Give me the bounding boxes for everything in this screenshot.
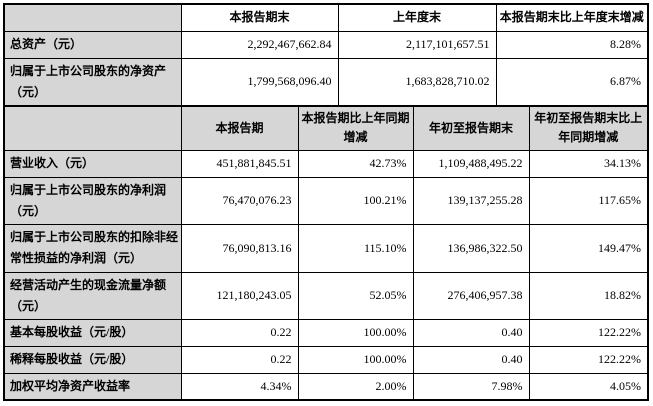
- value-cell: 0.22: [180, 318, 299, 347]
- table-row-diluted-eps: 稀释每股收益（元/股） 0.22 100.00% 0.40 122.22%: [3, 345, 649, 374]
- value-cell: 149.47%: [528, 223, 649, 273]
- row-label: 营业收入（元）: [3, 149, 182, 178]
- header-row: 本报告期 本报告期比上年同期增减 年初至报告期末 年初至报告期末比上年同期增减: [3, 105, 649, 151]
- value-cell: 121,180,243.05: [180, 271, 299, 320]
- row-label: 经营活动产生的现金流量净额（元）: [3, 271, 182, 320]
- value-cell: 0.40: [412, 318, 530, 347]
- value-cell: 76,470,076.23: [180, 176, 299, 225]
- value-cell: 2,117,101,657.51: [337, 30, 497, 59]
- value-cell: 451,881,845.51: [180, 149, 299, 178]
- column-header-change-vs-prior-year-end: 本报告期末比上年度末增减: [495, 3, 649, 32]
- table-row-operating-revenue: 营业收入（元） 451,881,845.51 42.73% 1,109,488,…: [3, 149, 649, 178]
- balance-summary-table: 本报告期末 上年度末 本报告期末比上年度末增减 总资产（元） 2,292,467…: [3, 3, 649, 106]
- table-row-net-profit: 归属于上市公司股东的净利润（元） 76,470,076.23 100.21% 1…: [3, 176, 649, 225]
- value-cell: 18.82%: [528, 271, 649, 320]
- row-label: 归属于上市公司股东的净资产（元）: [3, 57, 182, 106]
- corner-cell: [3, 3, 182, 32]
- header-row: 本报告期末 上年度末 本报告期末比上年度末增减: [3, 3, 649, 32]
- column-header-current-period-end: 本报告期末: [180, 3, 339, 32]
- row-label: 归属于上市公司股东的净利润（元）: [3, 176, 182, 225]
- value-cell: 122.22%: [528, 318, 649, 347]
- value-cell: 7.98%: [412, 372, 530, 401]
- value-cell: 117.65%: [528, 176, 649, 225]
- value-cell: 0.40: [412, 345, 530, 374]
- corner-cell: [3, 105, 182, 151]
- column-header-ytd: 年初至报告期末: [412, 105, 530, 151]
- value-cell: 115.10%: [297, 223, 414, 273]
- value-cell: 4.34%: [180, 372, 299, 401]
- value-cell: 1,683,828,710.02: [337, 57, 497, 106]
- column-header-prior-year-end: 上年度末: [337, 3, 497, 32]
- table-row-operating-cash-flow: 经营活动产生的现金流量净额（元） 121,180,243.05 52.05% 2…: [3, 271, 649, 320]
- value-cell: 6.87%: [495, 57, 649, 106]
- table-row-weighted-avg-roe: 加权平均净资产收益率 4.34% 2.00% 7.98% 4.05%: [3, 372, 649, 401]
- value-cell: 100.00%: [297, 345, 414, 374]
- value-cell: 100.21%: [297, 176, 414, 225]
- value-cell: 8.28%: [495, 30, 649, 59]
- value-cell: 100.00%: [297, 318, 414, 347]
- row-label: 归属于上市公司股东的扣除非经常性损益的净利润（元）: [3, 223, 182, 273]
- value-cell: 1,799,568,096.40: [180, 57, 339, 106]
- value-cell: 4.05%: [528, 372, 649, 401]
- row-label: 基本每股收益（元/股）: [3, 318, 182, 347]
- table-row-net-profit-excl-nonrecurring: 归属于上市公司股东的扣除非经常性损益的净利润（元） 76,090,813.16 …: [3, 223, 649, 273]
- row-label: 稀释每股收益（元/股）: [3, 345, 182, 374]
- value-cell: 42.73%: [297, 149, 414, 178]
- value-cell: 52.05%: [297, 271, 414, 320]
- table-row-net-assets: 归属于上市公司股东的净资产（元） 1,799,568,096.40 1,683,…: [3, 57, 649, 106]
- row-label: 加权平均净资产收益率: [3, 372, 182, 401]
- value-cell: 2,292,467,662.84: [180, 30, 339, 59]
- column-header-change-vs-same-period: 本报告期比上年同期增减: [297, 105, 414, 151]
- value-cell: 2.00%: [297, 372, 414, 401]
- value-cell: 122.22%: [528, 345, 649, 374]
- income-summary-table: 本报告期 本报告期比上年同期增减 年初至报告期末 年初至报告期末比上年同期增减 …: [3, 105, 649, 401]
- column-header-ytd-change: 年初至报告期末比上年同期增减: [528, 105, 649, 151]
- row-label: 总资产（元）: [3, 30, 182, 59]
- value-cell: 76,090,813.16: [180, 223, 299, 273]
- column-header-current-period: 本报告期: [180, 105, 299, 151]
- table-row-basic-eps: 基本每股收益（元/股） 0.22 100.00% 0.40 122.22%: [3, 318, 649, 347]
- value-cell: 139,137,255.28: [412, 176, 530, 225]
- value-cell: 276,406,957.38: [412, 271, 530, 320]
- value-cell: 1,109,488,495.22: [412, 149, 530, 178]
- table-row-total-assets: 总资产（元） 2,292,467,662.84 2,117,101,657.51…: [3, 30, 649, 59]
- value-cell: 136,986,322.50: [412, 223, 530, 273]
- value-cell: 0.22: [180, 345, 299, 374]
- value-cell: 34.13%: [528, 149, 649, 178]
